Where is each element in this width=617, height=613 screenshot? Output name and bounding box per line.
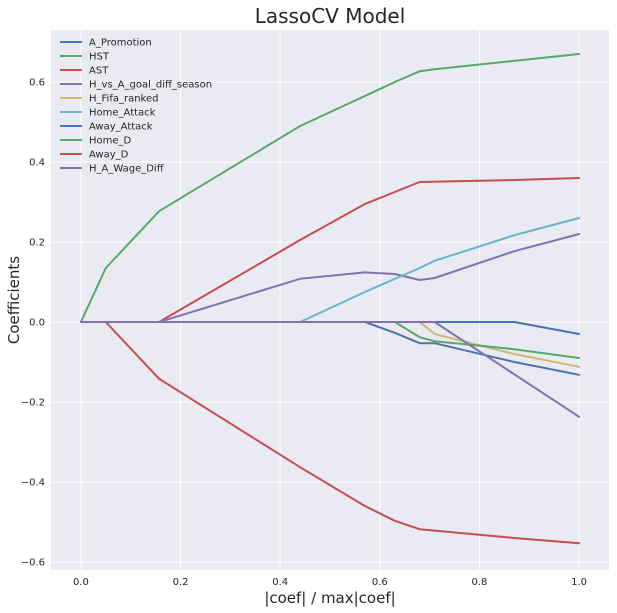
- legend-label: Home_Attack: [89, 108, 156, 119]
- y-tick-label: 0.4: [29, 158, 45, 169]
- x-tick-label: 1.0: [571, 577, 587, 588]
- chart-title: LassoCV Model: [255, 4, 406, 28]
- x-axis-ticks: 0.0 0.2 0.4 0.6 0.8 1.0: [73, 577, 587, 588]
- x-tick-label: 0.4: [272, 577, 288, 588]
- x-axis-title: |coef| / max|coef|: [264, 589, 395, 607]
- series-line-away-d: [79, 321, 581, 545]
- y-tick-label: 0.0: [29, 318, 45, 329]
- legend-label: HST: [89, 52, 110, 63]
- legend-label: H_vs_A_goal_diff_season: [89, 80, 212, 91]
- x-tick-label: 0.2: [173, 577, 189, 588]
- x-tick-label: 0.6: [372, 577, 388, 588]
- legend-label: H_A_Wage_Diff: [89, 164, 165, 175]
- series-line-h-vs-a-goal-diff-season: [79, 233, 581, 323]
- grid-lines: [51, 30, 609, 570]
- y-axis-title: Coefficients: [5, 256, 23, 344]
- y-tick-label: −0.2: [21, 398, 45, 409]
- y-axis-ticks: −0.6 −0.4 −0.2 0.0 0.2 0.4 0.6: [21, 78, 45, 569]
- legend-label: Away_Attack: [89, 122, 153, 133]
- legend-label: Home_D: [89, 136, 132, 147]
- legend-label: H_Fifa_ranked: [89, 94, 158, 105]
- y-tick-label: −0.4: [21, 478, 45, 489]
- x-tick-label: 0.8: [472, 577, 488, 588]
- legend-label: Away_D: [89, 150, 129, 161]
- y-tick-label: −0.6: [21, 558, 45, 569]
- series-line-hst: [79, 53, 581, 323]
- series-line-ast: [79, 177, 581, 323]
- x-tick-label: 0.0: [73, 577, 89, 588]
- y-tick-label: 0.2: [29, 238, 45, 249]
- legend-label: A_Promotion: [89, 38, 152, 49]
- legend-label: AST: [89, 66, 109, 77]
- y-tick-label: 0.6: [29, 78, 45, 89]
- series-line-h-a-wage-diff: [79, 321, 581, 418]
- legend: A_Promotion HST AST H_vs_A_goal_diff_season…: [60, 38, 212, 175]
- plot-area: [51, 30, 609, 570]
- series-lines: [79, 53, 581, 545]
